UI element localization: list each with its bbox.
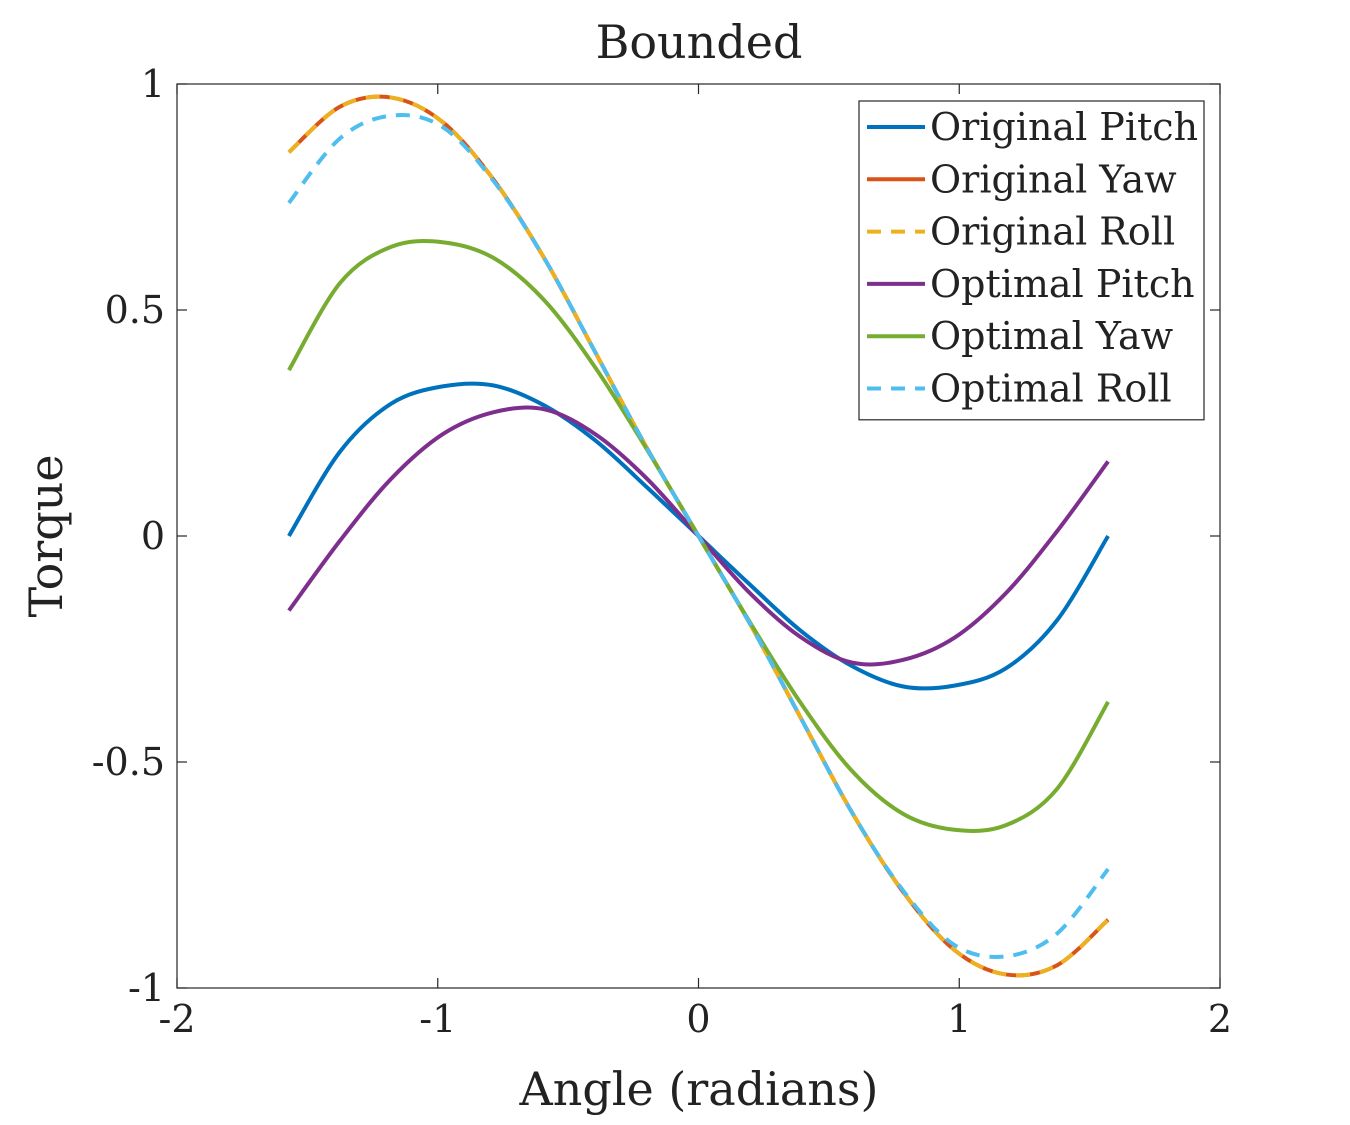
y-tick-label: -1 (128, 966, 165, 1010)
series-line-original-roll (287, 94, 1110, 978)
y-tick-label: 0.5 (105, 288, 165, 332)
y-tick-label: -0.5 (92, 740, 165, 784)
x-tick-label: 1 (947, 997, 971, 1041)
legend-label-original-roll: Original Roll (930, 210, 1175, 254)
x-tick-label: -1 (419, 997, 456, 1041)
x-tick-label: -2 (158, 997, 195, 1041)
legend-label-optimal-yaw: Optimal Yaw (930, 314, 1174, 358)
y-tick-label: 0 (141, 514, 165, 558)
legend-box (858, 100, 1205, 421)
chart-title: Bounded (596, 15, 803, 69)
y-tick-label: 1 (141, 62, 165, 106)
legend-label-original-pitch: Original Pitch (930, 105, 1198, 149)
x-tick-label: 2 (1208, 997, 1232, 1041)
legend-label-optimal-roll: Optimal Roll (930, 367, 1172, 411)
x-axis-label: Angle (radians) (519, 1062, 879, 1116)
x-tick-label: 0 (686, 997, 710, 1041)
axis-ticks: -2 -1 0 1 2-1-0.500.51 (92, 62, 1232, 1041)
legend-label-original-yaw: Original Yaw (930, 157, 1177, 201)
series-line-optimal-roll (287, 113, 1110, 959)
legend: Original Pitch Original Yaw Original Roll O… (858, 100, 1205, 421)
legend-label-optimal-pitch: Optimal Pitch (930, 262, 1195, 306)
series-layer (287, 94, 1110, 978)
y-axis-label: Torque (19, 454, 73, 617)
